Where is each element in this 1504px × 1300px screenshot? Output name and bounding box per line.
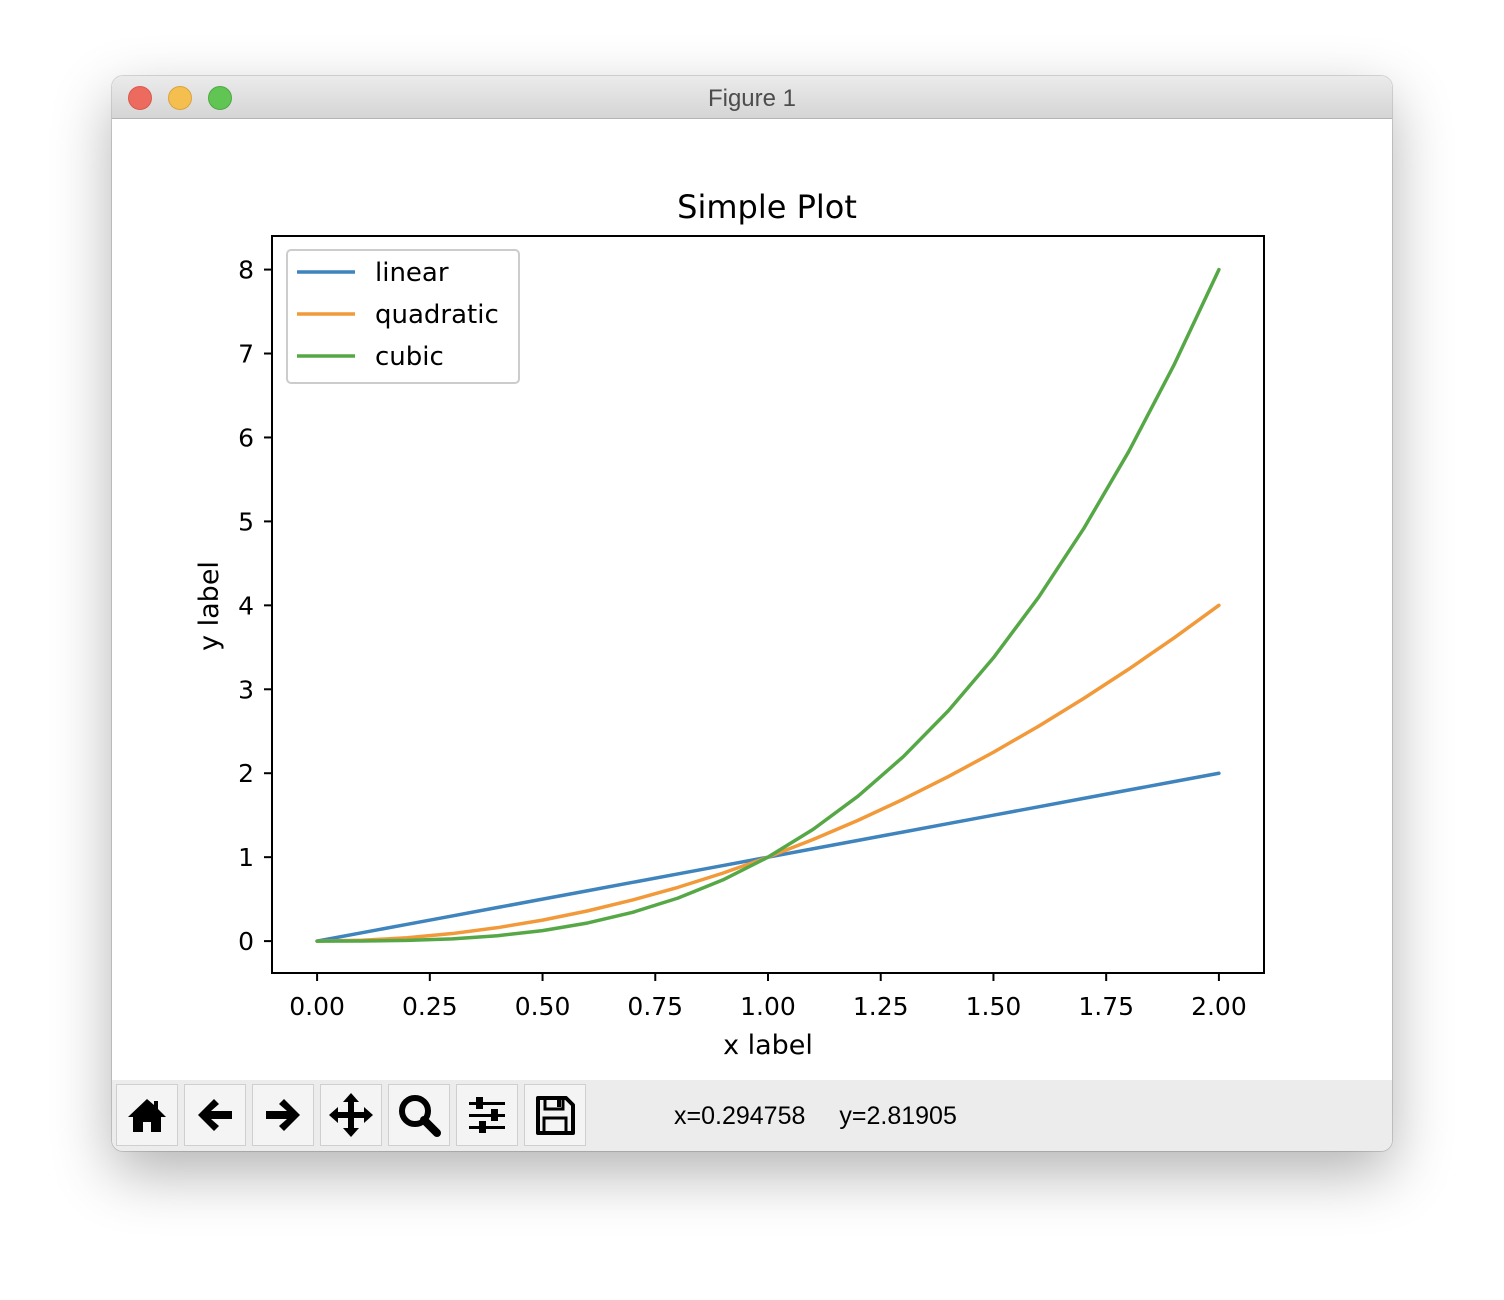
- forward-button[interactable]: [252, 1084, 314, 1146]
- save-floppy-icon: [536, 1096, 575, 1135]
- y-tick-label: 6: [238, 423, 254, 452]
- window-title: Figure 1: [707, 85, 797, 112]
- y-tick-label: 7: [238, 340, 254, 369]
- pan-move-icon: [329, 1093, 373, 1137]
- home-icon: [128, 1099, 166, 1132]
- cursor-coordinates: x=0.294758 y=2.81905: [674, 1102, 991, 1131]
- x-axis-ticks: 0.00 0.25 0.50 0.75 1.00 1.25 1.50 1.75 2.00: [289, 973, 1247, 1021]
- cursor-x-readout: x=0.294758: [674, 1102, 806, 1130]
- y-tick-label: 4: [238, 591, 254, 620]
- y-tick-label: 8: [238, 256, 254, 285]
- y-tick-label: 0: [238, 927, 254, 956]
- plot-svg[interactable]: Simple Plot 0.00 0.25 0.50 0.75 1.00 1.25 1.50…: [112, 120, 1392, 1080]
- legend: linear quadratic cubic: [286, 249, 520, 384]
- series-lines: [315, 267, 1221, 943]
- plot-frame: [271, 235, 1265, 974]
- pan-button[interactable]: [320, 1084, 382, 1146]
- zoom-window-button[interactable]: [208, 86, 232, 110]
- x-tick-label: 0.00: [289, 992, 345, 1021]
- figure-canvas[interactable]: Simple Plot 0.00 0.25 0.50 0.75 1.00 1.25 1.50…: [112, 120, 1392, 1080]
- legend-label-linear: linear: [375, 258, 449, 288]
- x-axis-label: x label: [723, 1030, 813, 1061]
- home-button[interactable]: [116, 1084, 178, 1146]
- forward-arrow-icon: [266, 1099, 300, 1131]
- x-tick-label: 0.75: [627, 992, 683, 1021]
- subplots-button[interactable]: [456, 1084, 518, 1146]
- x-tick-label: 0.25: [402, 992, 458, 1021]
- x-tick-label: 1.50: [966, 992, 1022, 1021]
- x-tick-label: 0.50: [515, 992, 571, 1021]
- zoom-rect-button[interactable]: [388, 1084, 450, 1146]
- navigation-toolbar: x=0.294758 y=2.81905: [112, 1080, 1392, 1151]
- x-tick-label: 2.00: [1191, 992, 1247, 1021]
- y-axis-label: y label: [194, 561, 225, 651]
- title-bar[interactable]: Figure 1: [112, 76, 1392, 119]
- figure-window: Figure 1 Simple Plot 0.00 0.25 0.50 0.75 1.0…: [112, 76, 1392, 1151]
- chart-title: Simple Plot: [677, 188, 857, 226]
- y-tick-label: 2: [238, 759, 254, 788]
- x-tick-label: 1.25: [853, 992, 909, 1021]
- y-tick-label: 3: [238, 675, 254, 704]
- y-axis-ticks: 0 1 2 3 4 5 6 7 8: [238, 256, 272, 956]
- back-button[interactable]: [184, 1084, 246, 1146]
- series-line-cubic: [315, 267, 1221, 943]
- save-figure-button[interactable]: [524, 1084, 586, 1146]
- x-tick-label: 1.00: [740, 992, 796, 1021]
- y-tick-label: 1: [238, 843, 254, 872]
- legend-box: [286, 249, 520, 384]
- x-tick-label: 1.75: [1078, 992, 1134, 1021]
- legend-label-cubic: cubic: [375, 342, 444, 372]
- zoom-magnifier-icon: [399, 1095, 441, 1137]
- legend-label-quadratic: quadratic: [375, 300, 499, 330]
- configure-subplots-icon: [469, 1097, 505, 1133]
- minimize-window-button[interactable]: [168, 86, 192, 110]
- cursor-y-readout: y=2.81905: [839, 1102, 957, 1130]
- close-window-button[interactable]: [128, 86, 152, 110]
- back-arrow-icon: [198, 1099, 232, 1131]
- y-tick-label: 5: [238, 507, 254, 536]
